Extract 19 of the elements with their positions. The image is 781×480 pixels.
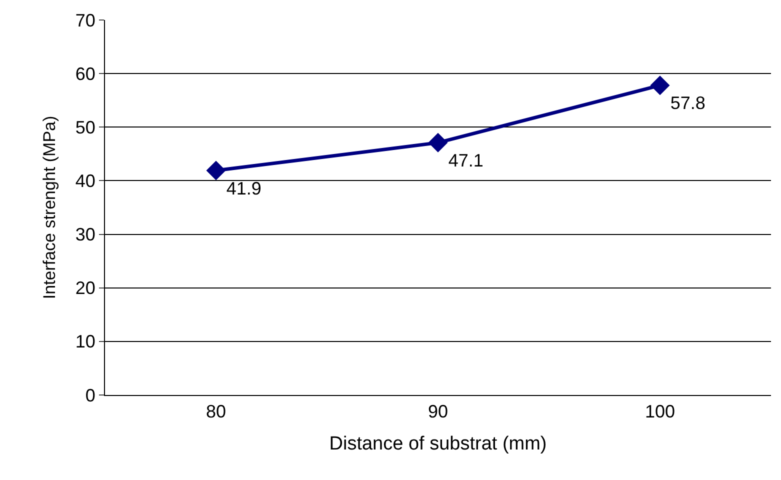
y-tick-label: 60 <box>75 64 96 84</box>
x-tick-label: 90 <box>428 402 448 422</box>
y-tick-label: 70 <box>75 10 96 30</box>
data-label: 57.8 <box>670 93 706 114</box>
y-tick-label: 50 <box>75 117 96 138</box>
data-label: 41.9 <box>226 178 262 198</box>
x-axis-title: Distance of substrat (mm) <box>329 433 547 454</box>
x-tick-label: 100 <box>644 402 676 422</box>
y-tick-label: 40 <box>75 171 96 192</box>
y-axis-title: Interface strenght (MPa) <box>40 116 59 300</box>
point <box>428 132 448 152</box>
y-tick-label: 30 <box>75 224 96 245</box>
point <box>650 76 670 96</box>
y-tick-label: 0 <box>85 385 96 406</box>
data-label: 47.1 <box>448 150 484 171</box>
y-tick-label: 20 <box>75 278 96 298</box>
point <box>206 160 226 180</box>
x-tick-label: 80 <box>206 402 226 422</box>
y-tick-label: 10 <box>75 332 96 352</box>
